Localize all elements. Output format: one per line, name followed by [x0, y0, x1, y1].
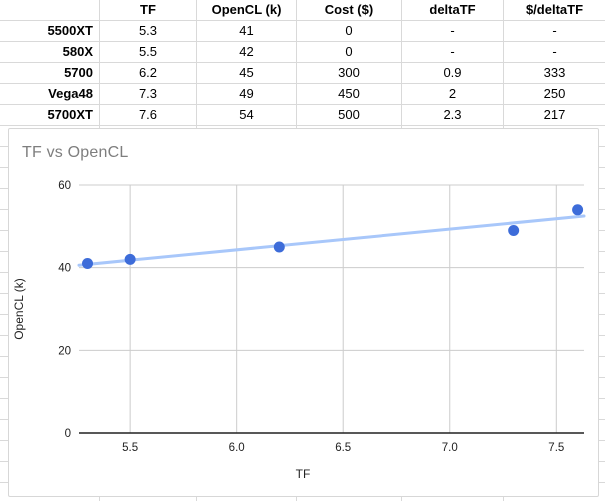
data-point[interactable]: [82, 258, 94, 270]
column-header-cell[interactable]: [0, 0, 100, 21]
y-tick-label: 0: [65, 428, 71, 440]
value-cell[interactable]: -: [504, 42, 605, 63]
value-cell[interactable]: 7.3: [100, 84, 197, 105]
value-cell[interactable]: 49: [197, 84, 297, 105]
x-tick-label: 5.5: [122, 442, 138, 454]
value-cell[interactable]: 6.2: [100, 63, 197, 84]
column-header-cell[interactable]: deltaTF: [402, 0, 504, 21]
value-cell[interactable]: 333: [504, 63, 605, 84]
data-point[interactable]: [273, 241, 285, 253]
value-cell[interactable]: 0.9: [402, 63, 504, 84]
embedded-chart[interactable]: TF vs OpenCL 5.5 6.0 6.5 7.0 7.5 0 20 40 60 TF Ope…: [8, 128, 599, 497]
value-cell[interactable]: 500: [297, 105, 402, 126]
value-cell[interactable]: -: [402, 42, 504, 63]
x-tick-label: 6.5: [335, 442, 351, 454]
value-cell[interactable]: 5.5: [100, 42, 197, 63]
column-header-cell[interactable]: Cost ($): [297, 0, 402, 21]
row-label-cell[interactable]: Vega48: [0, 84, 100, 105]
x-axis-title: TF: [296, 467, 311, 481]
data-table: TF OpenCL (k) Cost ($) deltaTF $/deltaTF 5500…: [0, 0, 605, 126]
value-cell[interactable]: 0: [297, 21, 402, 42]
value-cell[interactable]: 7.6: [100, 105, 197, 126]
value-cell[interactable]: 0: [297, 42, 402, 63]
row-label-cell[interactable]: 5700XT: [0, 105, 100, 126]
x-tick-label: 6.0: [229, 442, 245, 454]
column-header-cell[interactable]: $/deltaTF: [504, 0, 605, 21]
value-cell[interactable]: 42: [197, 42, 297, 63]
row-label-cell[interactable]: 580X: [0, 42, 100, 63]
x-tick-label: 7.5: [548, 442, 564, 454]
value-cell[interactable]: -: [504, 21, 605, 42]
value-cell[interactable]: 450: [297, 84, 402, 105]
value-cell[interactable]: 41: [197, 21, 297, 42]
column-header-cell[interactable]: TF: [100, 0, 197, 21]
trendline: [77, 214, 586, 267]
value-cell[interactable]: 54: [197, 105, 297, 126]
x-tick-label: 7.0: [442, 442, 458, 454]
data-point[interactable]: [124, 253, 136, 265]
row-label-cell[interactable]: 5700: [0, 63, 100, 84]
data-point[interactable]: [572, 204, 584, 216]
value-cell[interactable]: 217: [504, 105, 605, 126]
value-cell[interactable]: 2: [402, 84, 504, 105]
value-cell[interactable]: 5.3: [100, 21, 197, 42]
y-tick-label: 40: [58, 263, 71, 275]
row-label-cell[interactable]: 5500XT: [0, 21, 100, 42]
y-axis-title: OpenCL (k): [12, 278, 26, 340]
value-cell[interactable]: -: [402, 21, 504, 42]
column-header-cell[interactable]: OpenCL (k): [197, 0, 297, 21]
chart-svg: 5.5 6.0 6.5 7.0 7.5 0 20 40 60 TF OpenCL (k): [12, 180, 586, 481]
value-cell[interactable]: 45: [197, 63, 297, 84]
y-tick-label: 20: [58, 345, 71, 357]
y-tick-label: 60: [58, 180, 71, 192]
value-cell[interactable]: 2.3: [402, 105, 504, 126]
data-point[interactable]: [508, 224, 520, 236]
chart-title: TF vs OpenCL: [22, 144, 129, 161]
value-cell[interactable]: 250: [504, 84, 605, 105]
value-cell[interactable]: 300: [297, 63, 402, 84]
